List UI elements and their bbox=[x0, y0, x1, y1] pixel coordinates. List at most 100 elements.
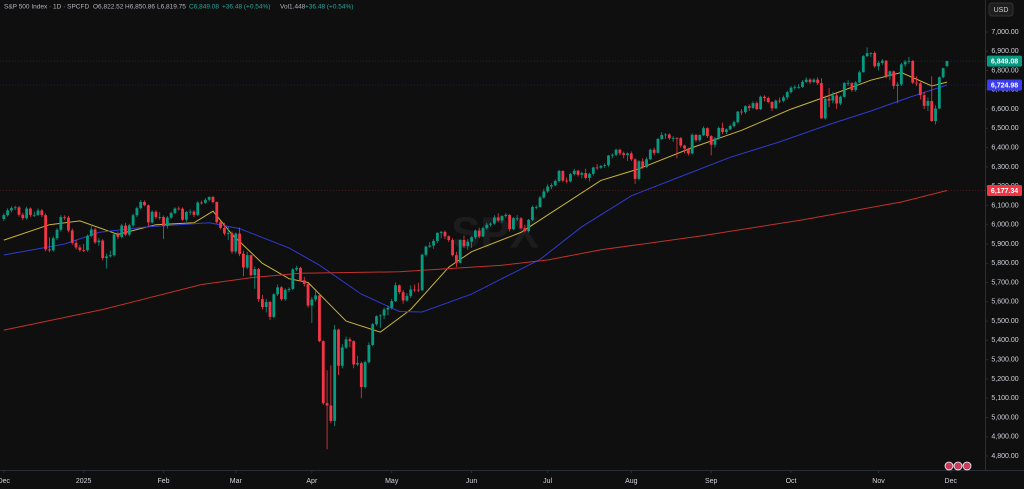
candle-body bbox=[105, 256, 108, 259]
candle-body bbox=[504, 214, 508, 217]
flag-icon bbox=[944, 461, 954, 471]
candle-body bbox=[622, 153, 626, 155]
candle-body bbox=[664, 134, 667, 136]
candle-body bbox=[861, 56, 865, 73]
candle-body bbox=[550, 185, 553, 187]
candle-body bbox=[542, 191, 546, 198]
candle-body bbox=[770, 101, 774, 109]
candle-body bbox=[139, 201, 143, 209]
x-tick-label: Aug bbox=[625, 478, 638, 485]
candle-body bbox=[485, 224, 489, 229]
candle-body bbox=[808, 79, 812, 83]
candle-body bbox=[899, 64, 903, 85]
candle-body bbox=[629, 153, 633, 160]
candle-body bbox=[261, 299, 264, 308]
candle-body bbox=[633, 159, 637, 179]
candle-body bbox=[842, 83, 846, 97]
candle-body bbox=[816, 79, 820, 84]
candle-body bbox=[671, 138, 675, 139]
candle-body bbox=[29, 208, 32, 215]
candle-body bbox=[500, 216, 504, 221]
candle-body bbox=[850, 83, 854, 91]
candle-body bbox=[108, 255, 112, 257]
flags bbox=[944, 461, 972, 471]
candle-body bbox=[280, 287, 283, 300]
x-tick-label: Feb bbox=[158, 478, 170, 485]
price-tag bbox=[987, 79, 1022, 91]
candle-body bbox=[626, 153, 629, 155]
candle-body bbox=[877, 62, 880, 67]
candle-body bbox=[538, 197, 542, 207]
candle-body bbox=[386, 307, 390, 310]
price-tag bbox=[987, 185, 1022, 197]
candle-body bbox=[576, 170, 580, 175]
x-tick-label: Apr bbox=[306, 478, 318, 485]
currency[interactable]: USD bbox=[994, 7, 1009, 14]
currency-button[interactable] bbox=[988, 2, 1014, 17]
candle-body bbox=[709, 136, 713, 145]
candle-body bbox=[667, 134, 671, 139]
candle-body bbox=[416, 289, 420, 291]
candle-body bbox=[302, 280, 306, 284]
candle-body bbox=[458, 239, 462, 263]
candle-body bbox=[721, 127, 724, 133]
y-tick-label: 5,800.00 bbox=[991, 260, 1018, 267]
candle-body bbox=[116, 234, 120, 237]
candle-body bbox=[413, 289, 416, 291]
candle-body bbox=[44, 215, 48, 250]
candle-body bbox=[348, 339, 352, 342]
candle-body bbox=[481, 228, 485, 237]
candle-body bbox=[884, 60, 888, 77]
y-tick-label: 5,300.00 bbox=[991, 356, 1018, 363]
candle-body bbox=[785, 92, 789, 98]
candle-body bbox=[222, 228, 226, 234]
candle-body bbox=[101, 240, 105, 259]
price-tag bbox=[987, 55, 1022, 67]
candle-body bbox=[751, 103, 755, 108]
candle-body bbox=[352, 341, 356, 365]
candle-body bbox=[359, 363, 363, 388]
candle-body bbox=[382, 309, 386, 316]
candle-body bbox=[272, 294, 276, 317]
candle-body bbox=[154, 211, 158, 218]
candle-body bbox=[48, 249, 51, 251]
flag-icon bbox=[953, 461, 963, 471]
candle-body bbox=[922, 95, 926, 106]
candle-body bbox=[515, 218, 519, 220]
candle-body bbox=[219, 222, 222, 229]
candle-body bbox=[397, 285, 401, 293]
candle-body bbox=[428, 245, 432, 247]
candle-body bbox=[918, 83, 922, 96]
candle-body bbox=[86, 235, 89, 251]
candle-body bbox=[930, 100, 934, 122]
candle-body bbox=[466, 241, 470, 247]
candle-body bbox=[854, 82, 858, 91]
candle-body bbox=[607, 155, 610, 166]
candle-body bbox=[325, 403, 329, 406]
candle-body bbox=[196, 202, 200, 215]
candle-body bbox=[846, 83, 850, 84]
candle-body bbox=[451, 239, 454, 256]
candle-body bbox=[683, 145, 686, 149]
candle-body bbox=[78, 247, 82, 250]
candle-body bbox=[6, 210, 10, 216]
candle-body bbox=[553, 180, 557, 186]
y-tick-label: 4,900.00 bbox=[991, 434, 1018, 441]
candle-body bbox=[2, 215, 6, 219]
candle-body bbox=[801, 81, 804, 87]
candle-body bbox=[203, 199, 207, 203]
candle-body bbox=[569, 174, 572, 182]
candle-body bbox=[492, 217, 496, 224]
candle-body bbox=[318, 295, 321, 342]
candle-body bbox=[610, 154, 614, 156]
candle-body bbox=[241, 253, 245, 268]
candle-body bbox=[519, 218, 523, 229]
candle-body bbox=[127, 225, 131, 235]
candle-body bbox=[257, 269, 261, 300]
candle-body bbox=[314, 295, 318, 300]
candle-body bbox=[112, 234, 116, 256]
candle-body bbox=[32, 214, 36, 216]
candle-body bbox=[941, 68, 945, 78]
candle-body bbox=[321, 341, 325, 404]
candle-body bbox=[291, 269, 295, 289]
